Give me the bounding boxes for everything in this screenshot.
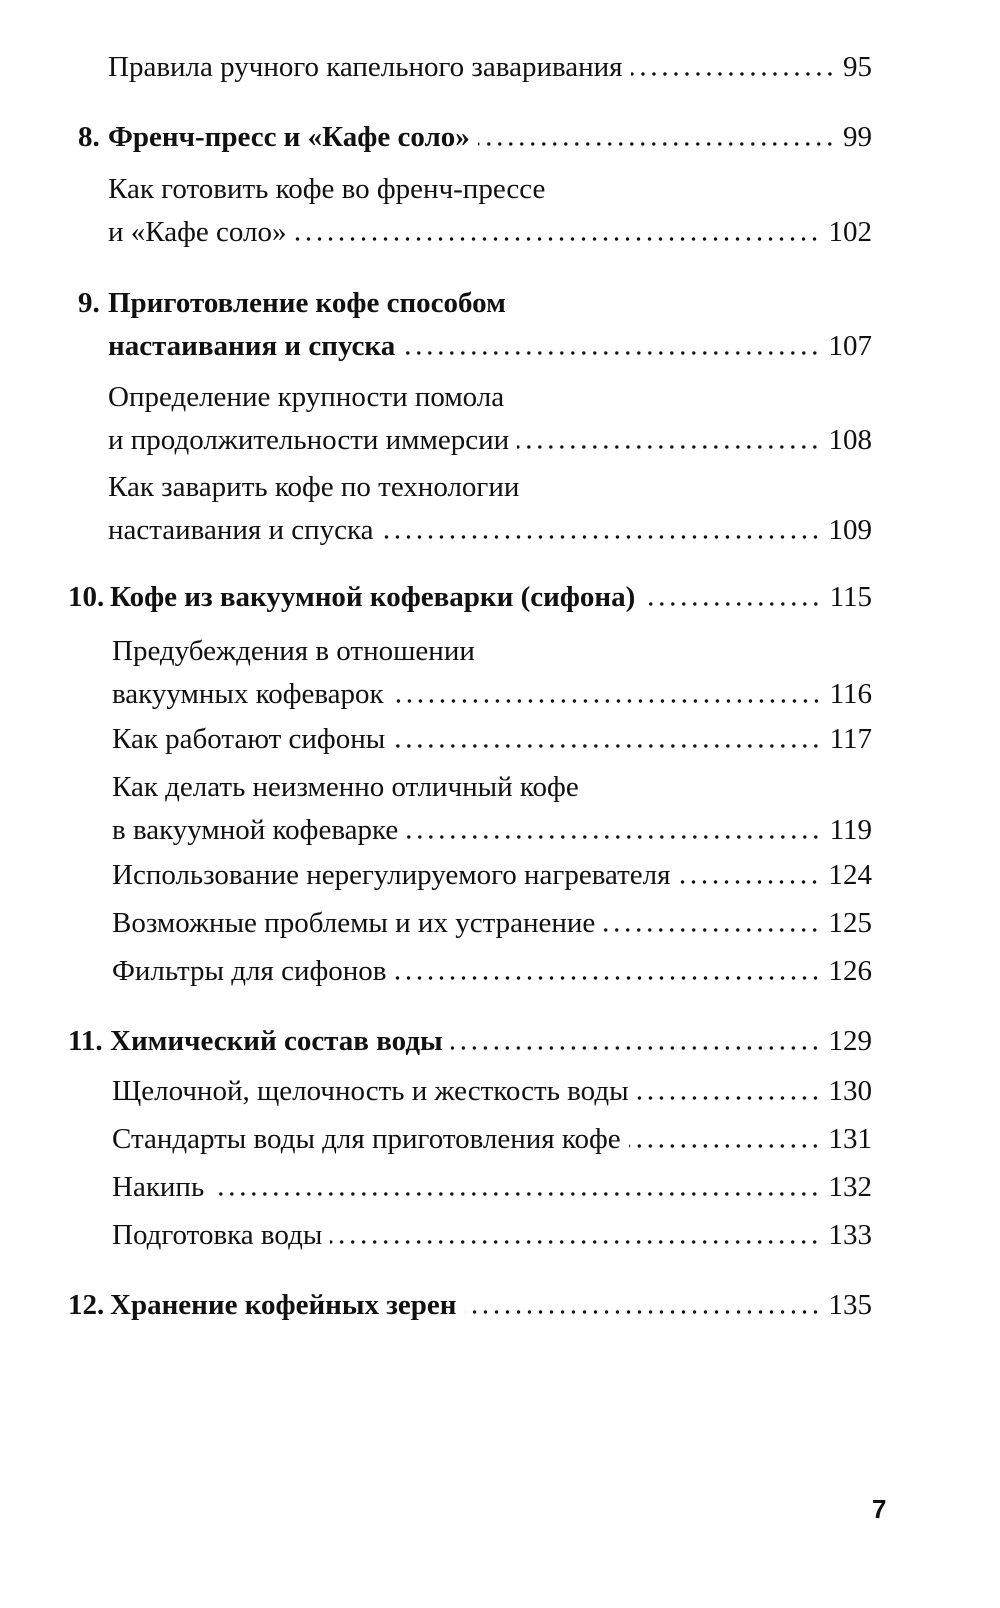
chapter-number: 12. [68,1289,105,1321]
toc-section: Возможные проблемы и их устранение 125 [112,902,872,945]
page-ref: 116 [829,678,872,710]
entry-title: Правила ручного капельного заваривания [108,51,623,83]
dot-leader [628,1144,821,1148]
dot-leader [391,699,822,703]
page-ref: 115 [829,581,872,613]
entry-title: Определение крупности помола [108,381,505,413]
toc-section: Как работают сифоны 117 [112,718,872,761]
page-ref: 133 [828,1219,873,1251]
toc-section: Использование нерегулируемого нагревател… [112,854,872,897]
page-ref: 130 [828,1075,873,1107]
entry-title: и продолжительности иммерсии [108,424,510,456]
entry-title: вакуумных кофеварок [112,678,384,710]
page-ref: 135 [828,1289,873,1321]
page-ref: 132 [828,1171,873,1203]
entry-title: Хранение кофейных зерен [110,1289,457,1321]
toc-chapter: 8. Френч-пресс и «Кафе соло» 99 [78,116,872,159]
page-ref: 129 [828,1025,873,1057]
dot-leader [464,1310,821,1314]
entry-title: Фильтры для сифонов [112,955,387,987]
chapter-number: 9. [78,287,100,319]
toc-chapter: 12. Хранение кофейных зерен 135 [68,1284,872,1327]
toc-section: Накипь 132 [112,1166,872,1209]
toc-section: Фильтры для сифонов 126 [112,950,872,993]
entry-title: Возможные проблемы и их устранение [112,907,596,939]
page-ref: 119 [829,814,872,846]
dot-leader [603,928,821,932]
dot-leader [643,602,822,606]
dot-leader [517,445,821,449]
entry-title: Химический состав воды [110,1025,443,1057]
entry-title: Приготовление кофе способом [108,287,506,319]
dot-leader [477,142,835,146]
toc-section: Стандарты воды для приготовления кофе 131 [112,1118,872,1161]
dot-leader [212,1192,821,1196]
entry-title: Как делать неизменно отличный кофе [112,771,579,803]
toc-section: Как заварить кофе по технологии настаиван… [108,466,872,552]
toc-section: Предубеждения в отношении вакуумных кофев… [112,630,872,716]
entry-title: Как заварить кофе по технологии [108,471,520,503]
page-ref: 131 [828,1123,873,1155]
entry-title: в вакуумной кофеварке [112,814,399,846]
dot-leader [294,237,821,241]
dot-leader [636,1096,821,1100]
page-number: 7 [872,1494,887,1524]
page-ref: 95 [843,51,872,83]
dot-leader [393,744,822,748]
entry-title: Накипь [112,1171,205,1203]
page-ref: 124 [828,859,873,891]
entry-title: настаивания и спуска [108,330,396,362]
toc-section: Правила ручного капельного заваривания 95 [108,46,872,89]
entry-title: Как работают сифоны [112,723,386,755]
chapter-number: 11. [68,1025,103,1057]
entry-title: Френч-пресс и «Кафе соло» [108,121,470,153]
dot-leader [330,1240,821,1244]
page-ref: 107 [828,330,873,362]
entry-title: Как готовить кофе во френч-прессе [108,173,546,205]
toc-section: Щелочной, щелочность и жесткость воды 130 [112,1070,872,1113]
toc-section: Как делать неизменно отличный кофе в ваку… [112,766,872,852]
toc-chapter: 10. Кофе из вакуумной кофеварки (сифона) 1… [68,576,872,619]
dot-leader [403,351,821,355]
page-ref: 125 [828,907,873,939]
toc-chapter: 9. Приготовление кофе способом настаивания… [78,282,872,368]
toc-section: Подготовка воды 133 [112,1214,872,1257]
page-ref: 108 [828,424,873,456]
chapter-number: 8. [78,121,100,153]
dot-leader [678,880,821,884]
page-ref: 126 [828,955,873,987]
page-ref: 117 [829,723,872,755]
entry-title: Использование нерегулируемого нагревател… [112,859,671,891]
entry-title: Предубеждения в отношении [112,635,475,667]
entry-title: Щелочной, щелочность и жесткость воды [112,1075,629,1107]
chapter-number: 10. [68,581,105,613]
entry-title: Кофе из вакуумной кофеварки (сифона) [110,581,636,613]
dot-leader [381,535,821,539]
entry-title: и «Кафе соло» [108,216,287,248]
toc-section: Определение крупности помола и продолжите… [108,376,872,462]
page-ref: 102 [828,216,873,248]
dot-leader [406,835,822,839]
dot-leader [394,976,821,980]
toc-chapter: 11. Химический состав воды 129 [68,1020,872,1063]
entry-title: Стандарты воды для приготовления кофе [112,1123,621,1155]
page-ref: 99 [843,121,872,153]
dot-leader [630,72,835,76]
toc-section: Как готовить кофе во френч-прессе и «Кафе… [108,168,872,254]
page-ref: 109 [828,514,873,546]
dot-leader [450,1046,821,1050]
entry-title: Подготовка воды [112,1219,323,1251]
entry-title: настаивания и спуска [108,514,374,546]
